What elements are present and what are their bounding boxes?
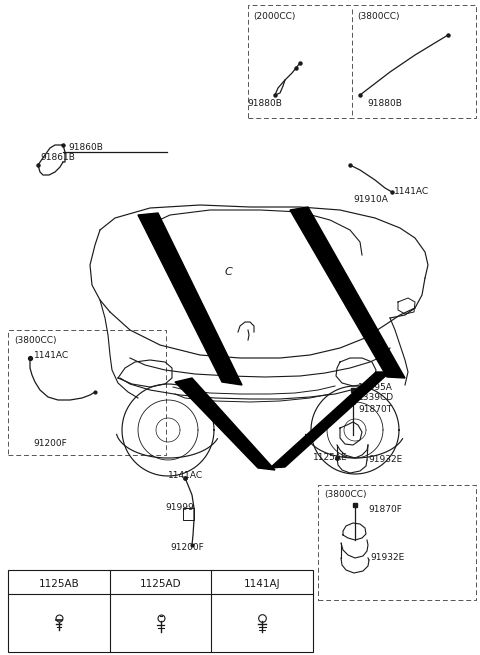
Text: (3800CC): (3800CC): [14, 335, 57, 345]
Text: 1141AC: 1141AC: [168, 470, 203, 479]
Text: 1141AJ: 1141AJ: [244, 579, 280, 589]
Text: 1125AD: 1125AD: [140, 579, 181, 589]
Text: 1125AE: 1125AE: [313, 453, 348, 462]
Text: 1339CD: 1339CD: [358, 394, 394, 403]
Text: 91932E: 91932E: [370, 553, 404, 563]
Bar: [248, 5, 476, 118]
Polygon shape: [270, 372, 390, 468]
Text: 91200F: 91200F: [170, 544, 204, 553]
Text: (3800CC): (3800CC): [324, 489, 367, 498]
Text: C: C: [224, 267, 232, 277]
Text: 91860B: 91860B: [68, 143, 103, 153]
Text: 91870T: 91870T: [358, 405, 392, 415]
Polygon shape: [290, 207, 405, 378]
Text: (2000CC): (2000CC): [253, 12, 295, 22]
Text: 1141AC: 1141AC: [394, 187, 429, 196]
Text: 91861B: 91861B: [40, 153, 75, 162]
Bar: [8, 330, 166, 455]
Polygon shape: [175, 378, 275, 470]
Text: 91870F: 91870F: [368, 506, 402, 514]
Text: 1125AB: 1125AB: [38, 579, 79, 589]
Polygon shape: [138, 213, 242, 385]
Text: 91932E: 91932E: [368, 455, 402, 464]
Text: 91880B: 91880B: [368, 98, 402, 107]
Text: 91880B: 91880B: [248, 98, 282, 107]
Text: 91200F: 91200F: [33, 438, 67, 447]
Bar: [318, 485, 476, 600]
Text: 91910A: 91910A: [353, 195, 388, 204]
Text: 1141AC: 1141AC: [34, 350, 69, 360]
Text: 13395A: 13395A: [358, 383, 393, 392]
Text: (3800CC): (3800CC): [357, 12, 399, 22]
Text: 91999: 91999: [165, 504, 194, 512]
Bar: [8, 570, 313, 652]
